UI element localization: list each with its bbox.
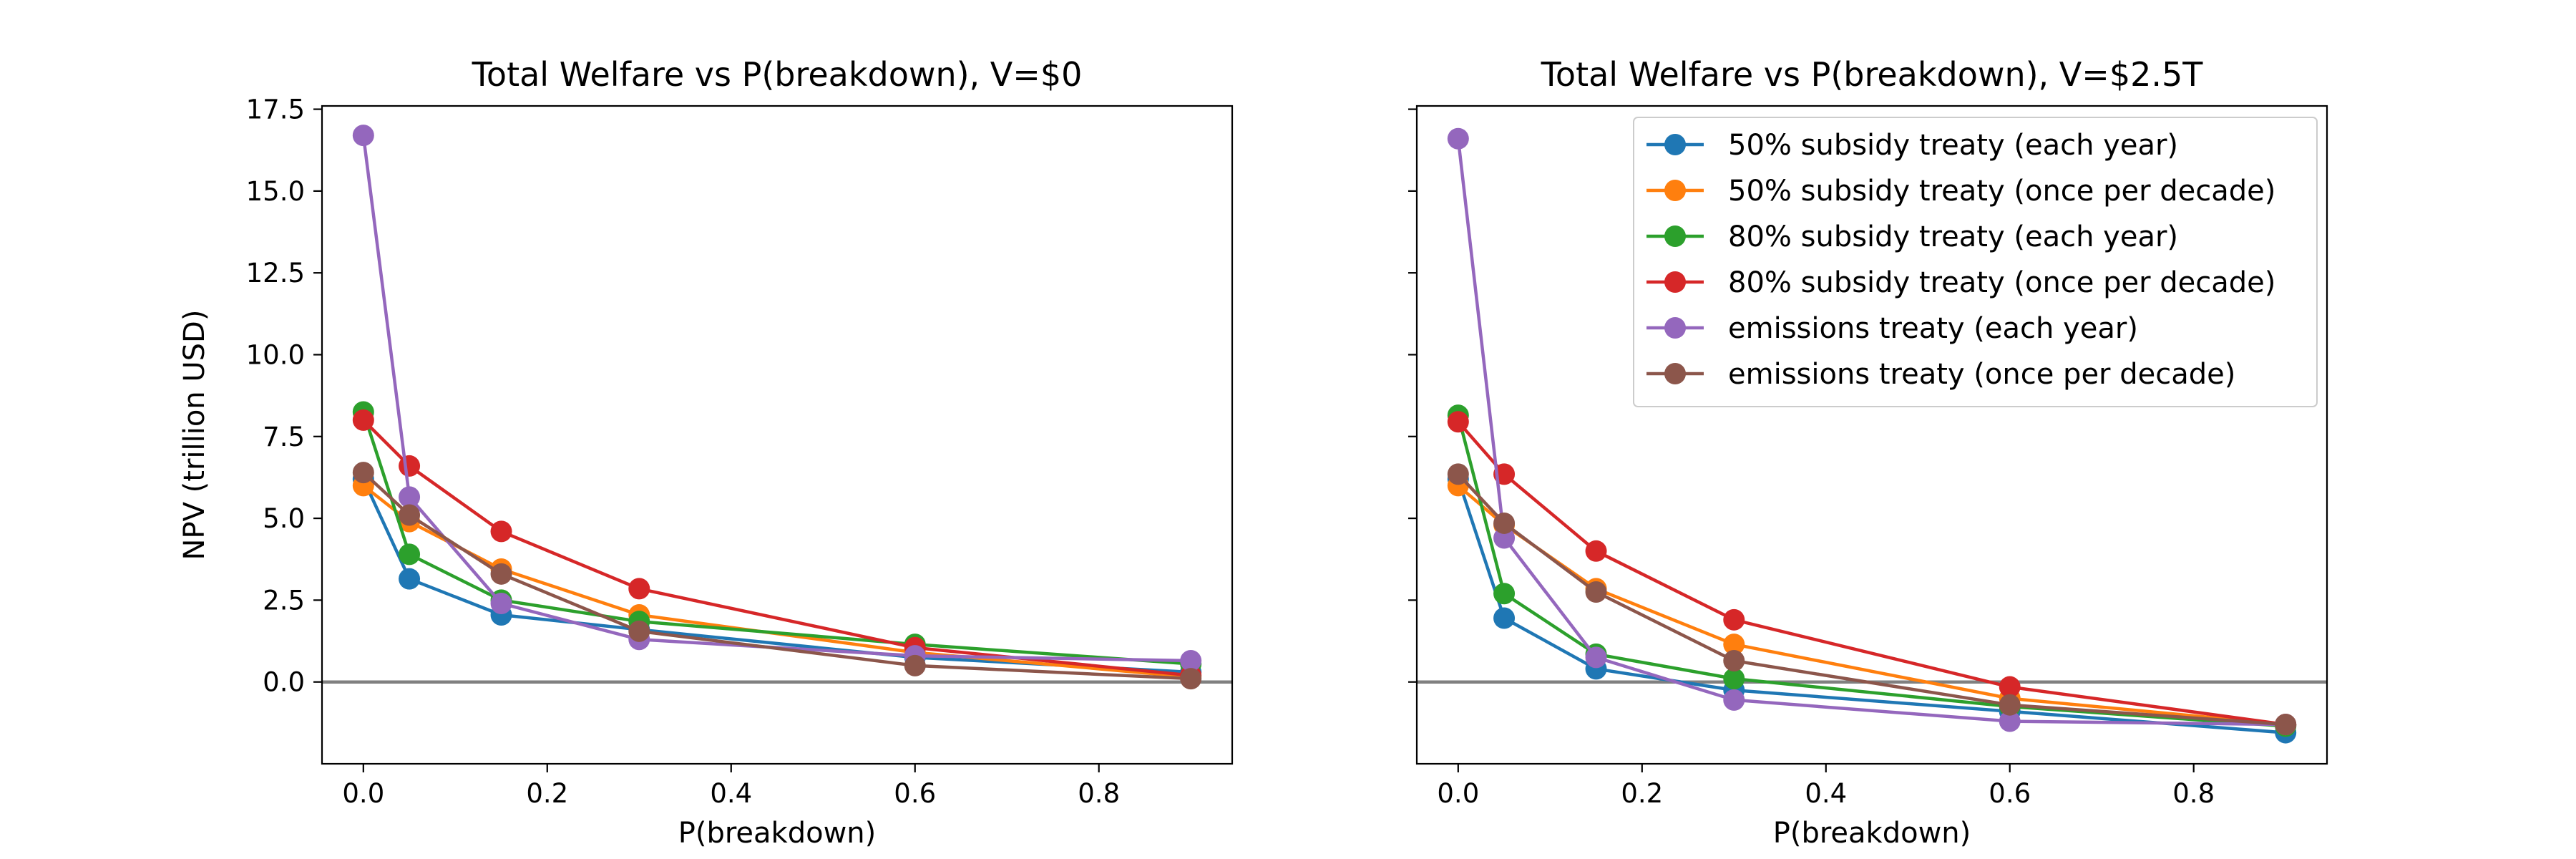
y-tick-label: 0.0: [263, 667, 305, 698]
y-tick-label: 7.5: [263, 422, 305, 452]
right-panel: Total Welfare vs P(breakdown), V=$2.5T 0.…: [1408, 55, 2328, 850]
series-line: [362, 419, 1191, 677]
plot-frame: [321, 105, 1234, 765]
legend-label: emissions treaty (once per decade): [1728, 358, 2235, 391]
x-tick-label: 0.4: [1805, 778, 1847, 809]
left-panel: Total Welfare vs P(breakdown), V=$0 0.0 0.…: [178, 55, 1234, 850]
series-5: [352, 462, 1202, 690]
y-tick-label: 2.5: [263, 585, 305, 616]
x-tick-label: 0.8: [2172, 778, 2215, 809]
data-point: [1447, 411, 1469, 433]
y-tick-label: 17.5: [246, 94, 305, 125]
data-point: [352, 462, 374, 484]
data-point: [1447, 463, 1469, 485]
x-tick-label: 0.0: [1437, 778, 1479, 809]
legend-label: emissions treaty (each year): [1728, 312, 2138, 345]
legend-marker: [1664, 180, 1686, 201]
data-point: [1999, 694, 2021, 716]
data-point: [1999, 710, 2021, 732]
y-tick-label: 12.5: [246, 258, 305, 288]
y-tick-label: 10.0: [246, 339, 305, 370]
series-line: [361, 135, 1191, 663]
data-point: [1723, 689, 1745, 711]
x-tick-label: 0.0: [342, 778, 384, 809]
series-line: [1456, 414, 2286, 728]
data-point: [399, 543, 421, 566]
x-tick-label: 0.8: [1078, 778, 1120, 809]
x-tick-label: 0.6: [1989, 778, 2031, 809]
y-tick-label: 15.0: [246, 176, 305, 207]
data-point: [1723, 634, 1745, 656]
x-tick-label: 0.6: [894, 778, 936, 809]
data-point: [1493, 583, 1516, 605]
series-line: [1457, 472, 2286, 727]
data-point: [352, 409, 374, 431]
data-point: [628, 578, 650, 600]
y-axis-label: NPV (trillion USD): [178, 310, 211, 560]
series-line: [1456, 138, 2286, 727]
series-5: [1447, 463, 2297, 736]
data-point: [1585, 646, 1607, 669]
data-point: [399, 504, 421, 526]
legend-label: 50% subsidy treaty (each year): [1728, 129, 2178, 162]
legend-marker: [1664, 363, 1686, 384]
x-axis-label: P(breakdown): [678, 817, 877, 850]
data-point: [490, 520, 512, 543]
data-point: [1180, 668, 1202, 690]
x-tick-label: 0.4: [710, 778, 752, 809]
y-tick-label: 5.0: [263, 503, 305, 534]
data-point: [1180, 649, 1202, 671]
data-point: [399, 568, 421, 590]
legend-marker: [1664, 317, 1686, 339]
data-point: [490, 563, 512, 585]
data-point: [1723, 649, 1745, 671]
legend-marker: [1664, 225, 1686, 247]
data-point: [352, 125, 374, 147]
x-tick-label: 0.2: [526, 778, 568, 809]
legend: 50% subsidy treaty (each year) 50% subsid…: [1633, 117, 2318, 407]
data-point: [1723, 608, 1745, 631]
data-point: [1447, 127, 1469, 150]
data-point: [2275, 714, 2297, 736]
legend-marker: [1664, 134, 1686, 155]
data-point: [628, 620, 650, 642]
series-4: [1447, 127, 2297, 736]
data-point: [399, 455, 421, 477]
x-tick-label: 0.2: [1621, 778, 1663, 809]
data-point: [904, 654, 926, 676]
chart-title: Total Welfare vs P(breakdown), V=$0: [472, 55, 1083, 94]
data-point: [1493, 512, 1516, 534]
plot-frame: [1415, 105, 2328, 765]
data-point: [399, 486, 421, 508]
data-point: [1585, 540, 1607, 562]
chart-title: Total Welfare vs P(breakdown), V=$2.5T: [1541, 55, 2204, 94]
x-axis-label: P(breakdown): [1773, 817, 1971, 850]
data-point: [1585, 581, 1607, 603]
data-point: [1999, 676, 2021, 698]
data-point: [1493, 607, 1516, 629]
data-point: [490, 592, 512, 614]
legend-label: 80% subsidy treaty (each year): [1728, 220, 2178, 253]
legend-label: 80% subsidy treaty (once per decade): [1728, 266, 2275, 299]
data-point: [1723, 668, 1745, 690]
legend-box: [1633, 117, 2318, 407]
series-line: [361, 411, 1191, 666]
legend-label: 50% subsidy treaty (once per decade): [1728, 175, 2275, 208]
data-point: [1493, 527, 1516, 549]
legend-marker: [1664, 271, 1686, 293]
